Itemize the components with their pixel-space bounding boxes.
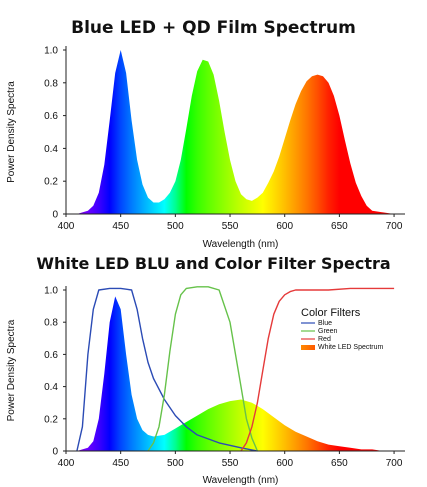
filter-curve-green xyxy=(147,286,259,452)
filter-curve-blue xyxy=(76,287,258,452)
x-tick-label: 650 xyxy=(331,458,348,469)
x-tick-label: 400 xyxy=(58,458,75,469)
x-tick-label: 550 xyxy=(222,458,239,469)
x-tick-label: 650 xyxy=(331,221,348,232)
y-tick-label: 1.0 xyxy=(44,286,58,297)
y-tick-label: 0.8 xyxy=(44,78,58,89)
chart1-title: Blue LED + QD Film Spectrum xyxy=(71,18,356,38)
spectrum-area-0-0 xyxy=(66,50,405,214)
y-tick-label: 0.6 xyxy=(44,350,58,361)
y-tick-label: 0.2 xyxy=(44,414,58,425)
x-tick-label: 700 xyxy=(386,458,403,469)
x-tick-label: 500 xyxy=(167,221,184,232)
x-tick-label: 550 xyxy=(222,221,239,232)
y-tick-label: 0 xyxy=(52,210,58,221)
legend-item-label: Red xyxy=(318,336,331,343)
y-axis-label: Power Density Spectra xyxy=(6,81,17,183)
x-tick-label: 600 xyxy=(276,221,293,232)
y-tick-label: 0.8 xyxy=(44,318,58,329)
spectrum-area-1-0 xyxy=(66,296,405,451)
y-axis-label: Power Density Spectra xyxy=(6,319,17,421)
x-tick-label: 450 xyxy=(112,221,129,232)
x-tick-label: 450 xyxy=(112,458,129,469)
x-axis-label: Wavelength (nm) xyxy=(203,239,279,250)
x-tick-label: 600 xyxy=(276,458,293,469)
y-tick-label: 0.2 xyxy=(44,177,58,188)
chart2-title: White LED BLU and Color Filter Spectra xyxy=(36,254,391,273)
y-tick-label: 0 xyxy=(52,447,58,458)
x-tick-label: 400 xyxy=(58,221,75,232)
legend-item-label: White LED Spectrum xyxy=(318,344,384,351)
filter-curve-red xyxy=(240,287,395,452)
chart1-svg: 400 450 500 550 600 650 700 0 0.2 0.4 0.6 0.8 1.0 Wav… xyxy=(6,46,405,250)
x-axis-label: Wavelength (nm) xyxy=(203,475,279,486)
legend-item-label: Green xyxy=(318,328,338,335)
x-tick-label: 500 xyxy=(167,458,184,469)
y-tick-label: 0.4 xyxy=(44,144,58,155)
y-tick-label: 0.6 xyxy=(44,111,58,122)
legend-item-label: Blue xyxy=(318,320,332,327)
chart2-svg: 400 450 500 550 600 650 700 0 0.2 0.4 0.6 0.8 1.0 Wav… xyxy=(6,286,405,486)
y-tick-label: 0.4 xyxy=(44,382,58,393)
x-tick-label: 700 xyxy=(386,221,403,232)
legend-swatch-spectrum xyxy=(301,345,315,350)
legend-title: Color Filters xyxy=(301,307,361,319)
y-tick-label: 1.0 xyxy=(44,46,58,57)
